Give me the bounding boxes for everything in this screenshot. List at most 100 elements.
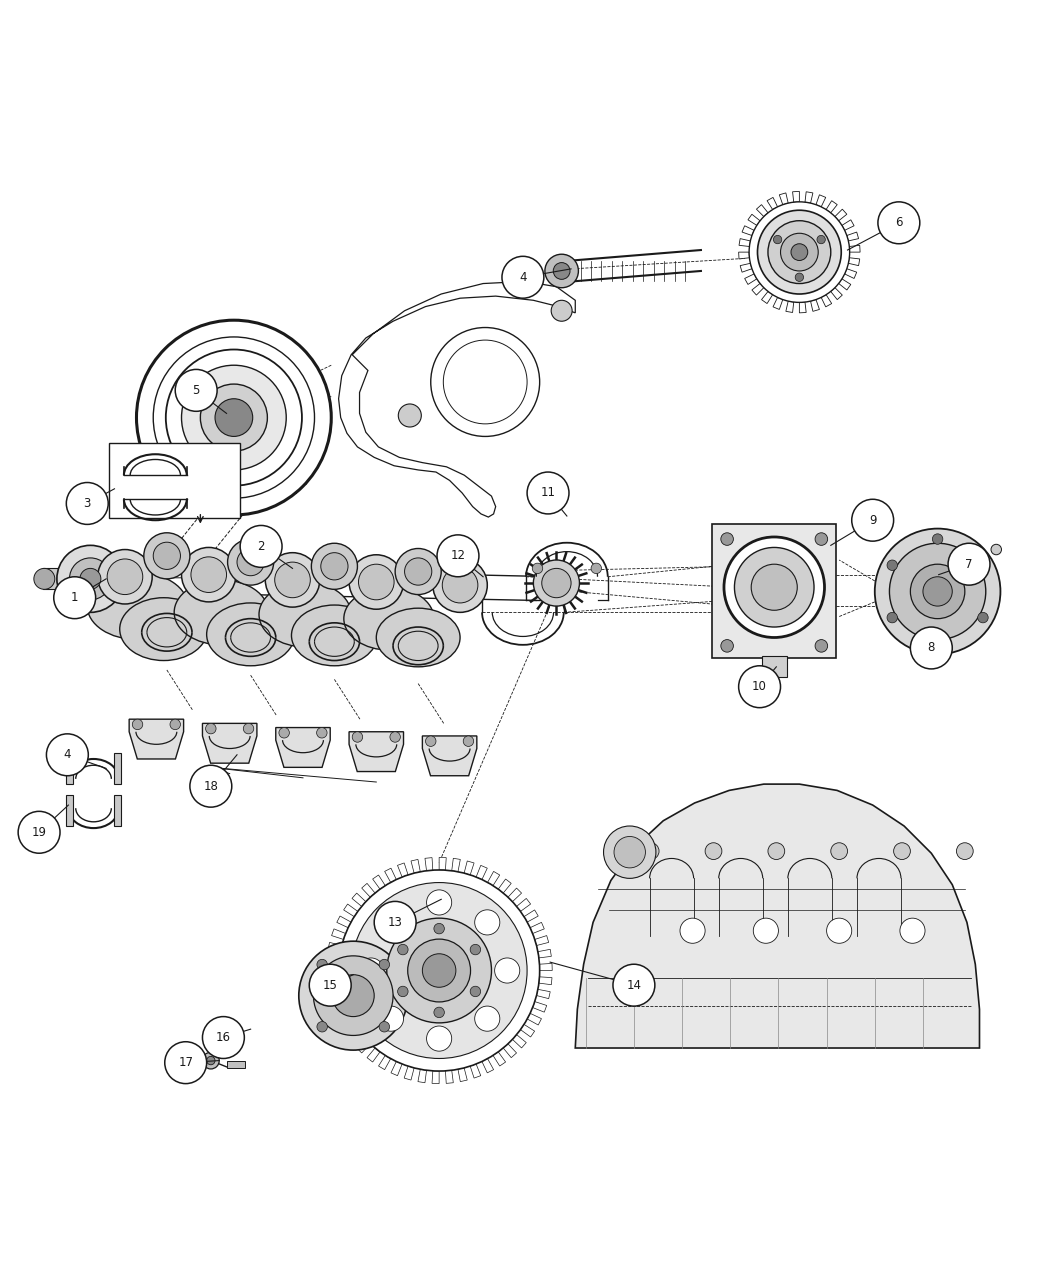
Polygon shape — [534, 936, 549, 946]
Polygon shape — [348, 1030, 361, 1043]
Polygon shape — [384, 868, 396, 882]
Text: 6: 6 — [895, 217, 903, 230]
Circle shape — [545, 254, 579, 288]
Circle shape — [991, 544, 1002, 555]
Text: 14: 14 — [627, 979, 642, 992]
Circle shape — [57, 546, 124, 612]
Circle shape — [753, 918, 778, 944]
Polygon shape — [368, 1048, 380, 1062]
Circle shape — [144, 533, 190, 579]
Polygon shape — [332, 929, 345, 940]
Circle shape — [378, 1006, 403, 1031]
Circle shape — [398, 945, 408, 955]
Polygon shape — [844, 269, 857, 278]
Circle shape — [932, 534, 943, 544]
Polygon shape — [482, 1058, 494, 1072]
Polygon shape — [768, 198, 778, 209]
Polygon shape — [826, 200, 837, 213]
Circle shape — [791, 244, 807, 260]
Bar — [761, 657, 786, 677]
Circle shape — [533, 560, 580, 606]
Polygon shape — [773, 297, 782, 310]
Circle shape — [299, 941, 407, 1051]
Circle shape — [889, 543, 986, 640]
Circle shape — [203, 1052, 219, 1068]
Polygon shape — [470, 1065, 481, 1079]
Polygon shape — [425, 858, 433, 871]
Circle shape — [680, 918, 706, 944]
Polygon shape — [452, 858, 460, 872]
Circle shape — [166, 349, 302, 486]
Circle shape — [165, 1042, 207, 1084]
Polygon shape — [129, 719, 184, 759]
Circle shape — [721, 640, 733, 652]
Circle shape — [900, 918, 925, 944]
Polygon shape — [391, 1062, 402, 1076]
Polygon shape — [846, 232, 859, 241]
Ellipse shape — [259, 581, 351, 646]
Circle shape — [852, 500, 894, 541]
Polygon shape — [521, 1024, 534, 1037]
Circle shape — [275, 562, 311, 598]
Ellipse shape — [87, 572, 188, 640]
Circle shape — [887, 612, 898, 623]
Circle shape — [475, 1006, 500, 1031]
Circle shape — [351, 882, 527, 1058]
Circle shape — [153, 542, 181, 570]
Polygon shape — [379, 1056, 391, 1070]
Ellipse shape — [343, 588, 434, 650]
Polygon shape — [404, 1066, 414, 1080]
Circle shape — [46, 734, 88, 775]
Polygon shape — [337, 915, 351, 928]
Circle shape — [190, 765, 232, 807]
Polygon shape — [43, 569, 80, 589]
Polygon shape — [527, 1014, 542, 1025]
Polygon shape — [575, 784, 980, 1048]
Circle shape — [443, 340, 527, 423]
Circle shape — [910, 627, 952, 669]
Polygon shape — [752, 283, 763, 295]
Circle shape — [749, 201, 849, 302]
Circle shape — [532, 564, 543, 574]
Circle shape — [170, 719, 181, 729]
Bar — [114, 794, 121, 826]
Circle shape — [542, 569, 571, 598]
Circle shape — [768, 843, 784, 859]
Circle shape — [817, 236, 825, 244]
Circle shape — [66, 482, 108, 524]
Circle shape — [358, 958, 383, 983]
Polygon shape — [805, 191, 813, 203]
Polygon shape — [740, 264, 752, 272]
Circle shape — [310, 964, 351, 1006]
Circle shape — [153, 337, 315, 499]
Polygon shape — [373, 875, 385, 889]
Circle shape — [182, 547, 236, 602]
Ellipse shape — [292, 606, 377, 666]
Circle shape — [475, 910, 500, 935]
Polygon shape — [361, 884, 375, 898]
Circle shape — [978, 560, 988, 570]
Polygon shape — [349, 732, 403, 771]
Polygon shape — [539, 977, 552, 984]
Circle shape — [426, 890, 452, 915]
Circle shape — [175, 370, 217, 412]
Polygon shape — [340, 1019, 354, 1031]
Circle shape — [831, 843, 847, 859]
Circle shape — [887, 560, 898, 570]
Circle shape — [430, 328, 540, 436]
Circle shape — [191, 557, 227, 593]
Circle shape — [317, 959, 328, 970]
Polygon shape — [517, 899, 530, 912]
Polygon shape — [411, 859, 420, 873]
Text: 17: 17 — [178, 1056, 193, 1070]
Polygon shape — [848, 258, 860, 265]
Polygon shape — [418, 1070, 426, 1082]
Text: 1: 1 — [71, 592, 79, 604]
Circle shape — [69, 558, 111, 599]
Circle shape — [237, 548, 265, 576]
Bar — [114, 752, 121, 784]
Polygon shape — [779, 193, 789, 205]
Polygon shape — [532, 1002, 547, 1012]
Circle shape — [706, 843, 722, 859]
Polygon shape — [203, 723, 257, 764]
